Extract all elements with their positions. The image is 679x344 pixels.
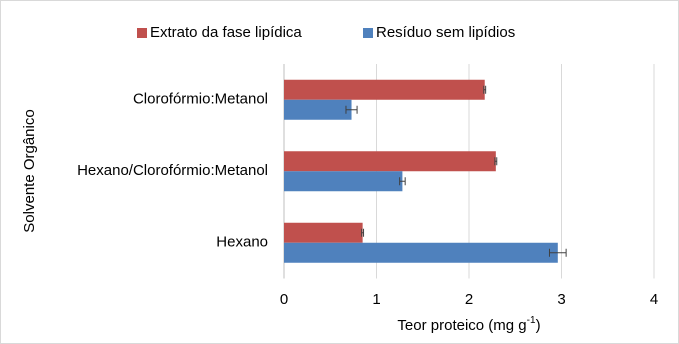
x-tick-label: 2 <box>465 291 473 308</box>
legend-label: Extrato da fase lipídica <box>150 24 302 41</box>
bar <box>284 242 558 263</box>
error-bar <box>399 177 406 186</box>
y-axis-label: Solvente Orgânico <box>21 109 38 232</box>
error-bar <box>361 228 365 237</box>
bar <box>284 171 403 192</box>
x-tick-label: 4 <box>650 291 658 308</box>
y-tick-label: Hexano/Clorofórmio:Metanol <box>77 162 268 179</box>
x-axis-label-part: Teor proteico (mg g <box>397 317 526 334</box>
legend-swatch <box>363 28 373 38</box>
x-tick-label: 3 <box>557 291 565 308</box>
x-axis-label-sup: -1 <box>527 315 536 326</box>
bar <box>284 99 352 120</box>
x-axis-label-part: ) <box>536 317 541 334</box>
y-tick-label: Clorofórmio:Metanol <box>133 91 268 108</box>
bar <box>284 151 496 172</box>
x-axis-label: Teor proteico (mg g-1) <box>397 315 540 334</box>
error-bar <box>345 105 358 114</box>
error-bar <box>494 157 498 166</box>
y-tick-label: Hexano <box>216 234 268 251</box>
x-tick-label: 0 <box>280 291 288 308</box>
bar <box>284 222 363 243</box>
legend-swatch <box>137 28 147 38</box>
legend-label: Resíduo sem lipídios <box>376 24 515 41</box>
error-bar <box>483 85 487 94</box>
bar <box>284 79 485 100</box>
error-bar <box>548 248 567 257</box>
x-tick-label: 1 <box>372 291 380 308</box>
